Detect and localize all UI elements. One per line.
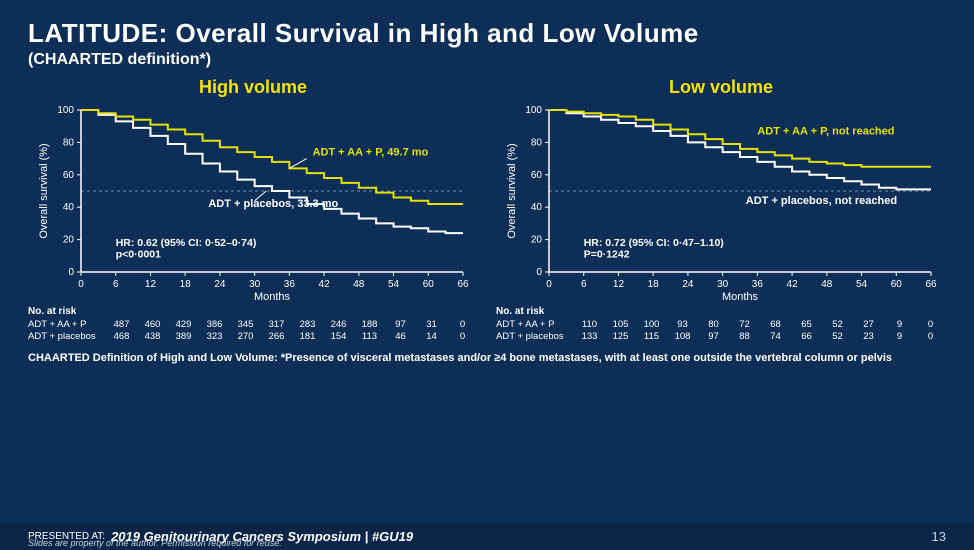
svg-text:0: 0 [78, 279, 84, 290]
svg-text:48: 48 [821, 279, 833, 290]
chart-high-volume: High volume 0 20 40 60 80 100 0 6 12 18 24 30 36 42 48… [28, 77, 478, 342]
svg-text:60: 60 [531, 170, 543, 181]
svg-text:0: 0 [546, 279, 552, 290]
slide-subtitle: (CHAARTED definition*) [28, 51, 946, 69]
svg-text:42: 42 [319, 279, 331, 290]
svg-text:ADT + placebos, not reached: ADT + placebos, not reached [746, 195, 897, 207]
at-risk-header: No. at risk [496, 306, 946, 317]
at-risk-row: ADT + placebos13312511510897887466522390 [496, 331, 946, 342]
at-risk-high: No. at risk ADT + AA + P48746042938634531… [28, 306, 478, 342]
svg-text:80: 80 [531, 137, 543, 148]
chart-low-volume: Low volume 0 20 40 60 80 100 0 6 12 18 24 30 36 42 48 5… [496, 77, 946, 342]
svg-text:66: 66 [925, 279, 937, 290]
footnote: CHAARTED Definition of High and Low Volu… [28, 352, 946, 366]
disclaimer: Slides are property of the author. Permi… [28, 538, 282, 548]
svg-text:100: 100 [57, 105, 74, 116]
svg-text:Overall survival (%): Overall survival (%) [506, 143, 518, 238]
svg-text:20: 20 [531, 235, 543, 246]
at-risk-row: ADT + AA + P4874604293863453172832461889… [28, 319, 478, 330]
at-risk-values: 46843838932327026618115411346140 [106, 331, 478, 342]
footer-bar: PRESENTED AT: 2019 Genitourinary Cancers… [0, 523, 974, 550]
svg-text:ADT + placebos, 33.3 mo: ADT + placebos, 33.3 mo [208, 198, 338, 210]
chart-title-high: High volume [28, 77, 478, 98]
at-risk-header: No. at risk [28, 306, 478, 317]
svg-text:6: 6 [113, 279, 119, 290]
at-risk-values: 48746042938634531728324618897310 [106, 319, 478, 330]
svg-text:66: 66 [457, 279, 469, 290]
svg-text:24: 24 [214, 279, 226, 290]
svg-text:54: 54 [388, 279, 400, 290]
svg-text:HR: 0.62 (95% CI: 0·52–0·74): HR: 0.62 (95% CI: 0·52–0·74) [116, 237, 257, 249]
svg-text:Overall survival (%): Overall survival (%) [38, 143, 50, 238]
svg-text:12: 12 [613, 279, 625, 290]
chart-title-low: Low volume [496, 77, 946, 98]
svg-text:36: 36 [752, 279, 764, 290]
svg-text:ADT + AA + P, not reached: ADT + AA + P, not reached [757, 125, 894, 137]
svg-text:60: 60 [891, 279, 903, 290]
svg-text:60: 60 [423, 279, 435, 290]
svg-text:80: 80 [63, 137, 75, 148]
svg-text:40: 40 [531, 202, 543, 213]
slide: LATITUDE: Overall Survival in High and L… [0, 0, 974, 550]
svg-text:18: 18 [180, 279, 192, 290]
svg-text:60: 60 [63, 170, 75, 181]
at-risk-label: ADT + placebos [28, 331, 106, 342]
svg-text:0: 0 [68, 267, 74, 278]
svg-text:54: 54 [856, 279, 868, 290]
svg-text:HR: 0.72 (95% CI: 0·47–1.10): HR: 0.72 (95% CI: 0·47–1.10) [584, 237, 724, 249]
svg-text:48: 48 [353, 279, 365, 290]
at-risk-values: 1101051009380726865522790 [574, 319, 946, 330]
svg-text:0: 0 [536, 267, 542, 278]
page-number: 13 [932, 529, 946, 544]
svg-text:40: 40 [63, 202, 75, 213]
svg-text:30: 30 [717, 279, 729, 290]
at-risk-values: 13312511510897887466522390 [574, 331, 946, 342]
at-risk-label: ADT + placebos [496, 331, 574, 342]
at-risk-row: ADT + AA + P1101051009380726865522790 [496, 319, 946, 330]
svg-text:24: 24 [682, 279, 694, 290]
at-risk-low: No. at risk ADT + AA + P11010510093807268… [496, 306, 946, 342]
svg-text:ADT + AA + P, 49.7 mo: ADT + AA + P, 49.7 mo [313, 146, 429, 158]
svg-text:30: 30 [249, 279, 261, 290]
svg-text:18: 18 [648, 279, 660, 290]
svg-text:Months: Months [254, 291, 291, 302]
svg-text:p<0·0001: p<0·0001 [116, 248, 161, 260]
svg-text:36: 36 [284, 279, 296, 290]
at-risk-label: ADT + AA + P [28, 319, 106, 330]
svg-text:100: 100 [525, 105, 542, 116]
chart-svg-high: 0 20 40 60 80 100 0 6 12 18 24 30 36 42 48 54 60 66 Months… [28, 102, 478, 302]
svg-text:20: 20 [63, 235, 75, 246]
svg-text:42: 42 [787, 279, 799, 290]
charts-row: High volume 0204060801000612182430364248… [28, 77, 946, 342]
slide-title: LATITUDE: Overall Survival in High and L… [28, 18, 946, 49]
svg-text:6: 6 [581, 279, 587, 290]
chart-svg-low: 0 20 40 60 80 100 0 6 12 18 24 30 36 42 48 54 60 66 Months… [496, 102, 946, 302]
at-risk-row: ADT + placebos46843838932327026618115411… [28, 331, 478, 342]
svg-text:P=0·1242: P=0·1242 [584, 248, 630, 260]
svg-text:Months: Months [722, 291, 759, 302]
svg-text:12: 12 [145, 279, 157, 290]
at-risk-label: ADT + AA + P [496, 319, 574, 330]
